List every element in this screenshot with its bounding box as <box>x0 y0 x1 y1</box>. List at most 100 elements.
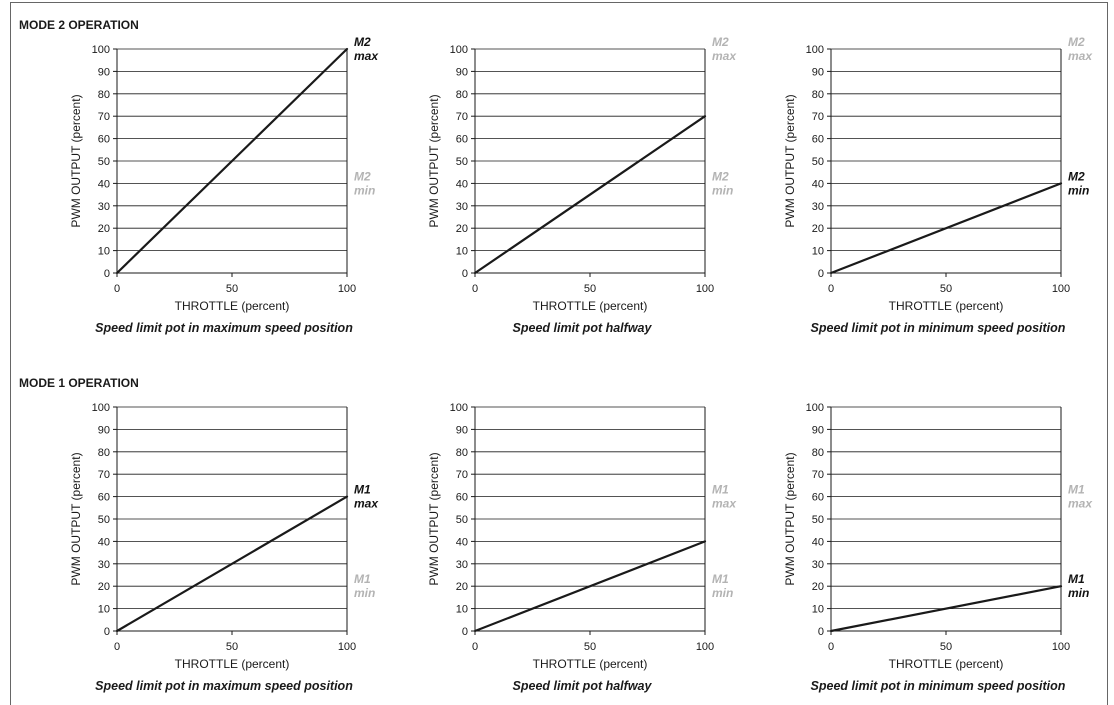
limit-marker-label: M2 <box>1068 169 1085 183</box>
x-axis-label: THROTTLE (percent) <box>533 657 648 671</box>
y-tick-label: 40 <box>456 178 468 190</box>
chart-panel: 0 10 20 30 40 50 60 70 80 90 100 0 50 100 THROTTLE (pe… <box>427 402 737 693</box>
x-axis-label: THROTTLE (percent) <box>889 299 1004 313</box>
y-axis-label: PWM OUTPUT (percent) <box>783 452 797 585</box>
y-tick-label: 80 <box>456 89 468 101</box>
y-tick-label: 20 <box>456 581 468 593</box>
y-tick-label: 0 <box>818 268 824 280</box>
y-tick-label: 0 <box>462 268 468 280</box>
y-axis-label: PWM OUTPUT (percent) <box>427 94 441 227</box>
y-tick-label: 80 <box>98 89 110 101</box>
y-tick-label: 0 <box>104 268 110 280</box>
limit-marker-label: M2 <box>1068 35 1085 49</box>
y-tick-label: 70 <box>812 469 824 481</box>
series-line <box>829 182 1063 275</box>
y-tick-label: 30 <box>456 201 468 213</box>
y-tick-label: 30 <box>456 559 468 571</box>
y-tick-label: 70 <box>812 111 824 123</box>
y-tick-label: 20 <box>98 581 110 593</box>
x-tick-label: 50 <box>940 641 952 653</box>
y-tick-label: 20 <box>98 223 110 235</box>
chart-caption: Speed limit pot in minimum speed positio… <box>811 679 1066 693</box>
limit-marker-label: M1 <box>712 572 729 586</box>
y-tick-label: 90 <box>98 66 110 78</box>
y-tick-label: 10 <box>98 604 110 616</box>
chart-panel: 0 10 20 30 40 50 60 70 80 90 100 0 50 100 THROTTLE (pe… <box>783 35 1093 335</box>
y-tick-label: 10 <box>98 246 110 258</box>
series-line <box>473 115 707 275</box>
x-tick-label: 100 <box>338 283 356 295</box>
x-tick-label: 50 <box>226 641 238 653</box>
y-tick-label: 10 <box>456 246 468 258</box>
y-tick-label: 60 <box>456 134 468 146</box>
series-line <box>473 540 707 633</box>
y-tick-label: 20 <box>812 581 824 593</box>
limit-marker-label: M1 <box>1068 572 1085 586</box>
y-tick-label: 10 <box>456 604 468 616</box>
x-tick-label: 100 <box>338 641 356 653</box>
x-tick-label: 50 <box>584 641 596 653</box>
y-tick-label: 80 <box>812 89 824 101</box>
limit-marker-sublabel: min <box>712 183 733 197</box>
limit-marker-sublabel: max <box>354 497 379 511</box>
chart-caption: Speed limit pot in maximum speed positio… <box>95 321 353 335</box>
limit-marker-label: M2 <box>712 35 729 49</box>
series-line <box>115 495 349 633</box>
y-tick-label: 50 <box>456 156 468 168</box>
y-tick-label: 100 <box>450 402 468 414</box>
limit-marker-sublabel: max <box>354 49 379 63</box>
y-tick-label: 90 <box>456 66 468 78</box>
chart-panel: 0 10 20 30 40 50 60 70 80 90 100 0 50 100 THROTTLE (pe… <box>427 35 737 335</box>
y-tick-label: 50 <box>98 514 110 526</box>
x-tick-label: 0 <box>828 641 834 653</box>
limit-marker-label: M1 <box>1068 483 1085 497</box>
x-tick-label: 0 <box>114 641 120 653</box>
limit-marker-sublabel: max <box>1068 49 1093 63</box>
y-tick-label: 60 <box>98 492 110 504</box>
y-tick-label: 60 <box>456 492 468 504</box>
y-axis-label: PWM OUTPUT (percent) <box>783 94 797 227</box>
y-tick-label: 100 <box>92 44 110 56</box>
y-tick-label: 30 <box>812 201 824 213</box>
x-tick-label: 50 <box>226 283 238 295</box>
chart-caption: Speed limit pot in minimum speed positio… <box>811 321 1066 335</box>
limit-marker-sublabel: max <box>712 497 737 511</box>
y-tick-label: 80 <box>98 447 110 459</box>
x-tick-label: 50 <box>940 283 952 295</box>
y-tick-label: 40 <box>456 536 468 548</box>
y-tick-label: 90 <box>98 424 110 436</box>
limit-marker-label: M1 <box>712 483 729 497</box>
limit-marker-sublabel: min <box>1068 183 1089 197</box>
limit-marker-sublabel: max <box>1068 497 1093 511</box>
x-axis-label: THROTTLE (percent) <box>533 299 648 313</box>
x-tick-label: 100 <box>1052 641 1070 653</box>
x-tick-label: 100 <box>696 641 714 653</box>
y-tick-label: 100 <box>806 402 824 414</box>
x-tick-label: 100 <box>696 283 714 295</box>
y-tick-label: 60 <box>98 134 110 146</box>
y-tick-label: 0 <box>462 626 468 638</box>
series-line <box>829 585 1063 633</box>
chart-caption: Speed limit pot halfway <box>513 679 653 693</box>
limit-marker-sublabel: max <box>712 49 737 63</box>
limit-marker-label: M1 <box>354 572 371 586</box>
y-tick-label: 10 <box>812 246 824 258</box>
x-axis-label: THROTTLE (percent) <box>175 657 290 671</box>
limit-marker-label: M2 <box>712 169 729 183</box>
y-tick-label: 30 <box>98 201 110 213</box>
x-tick-label: 0 <box>472 283 478 295</box>
y-tick-label: 50 <box>812 156 824 168</box>
section-title-mode2: MODE 2 OPERATION <box>19 18 139 32</box>
y-tick-label: 0 <box>104 626 110 638</box>
y-tick-label: 40 <box>98 536 110 548</box>
limit-marker-label: M2 <box>354 35 371 49</box>
y-tick-label: 90 <box>456 424 468 436</box>
y-axis-label: PWM OUTPUT (percent) <box>427 452 441 585</box>
y-tick-label: 80 <box>456 447 468 459</box>
y-tick-label: 80 <box>812 447 824 459</box>
x-axis-label: THROTTLE (percent) <box>889 657 1004 671</box>
x-tick-label: 0 <box>828 283 834 295</box>
limit-marker-sublabel: min <box>712 586 733 600</box>
y-tick-label: 70 <box>98 111 110 123</box>
